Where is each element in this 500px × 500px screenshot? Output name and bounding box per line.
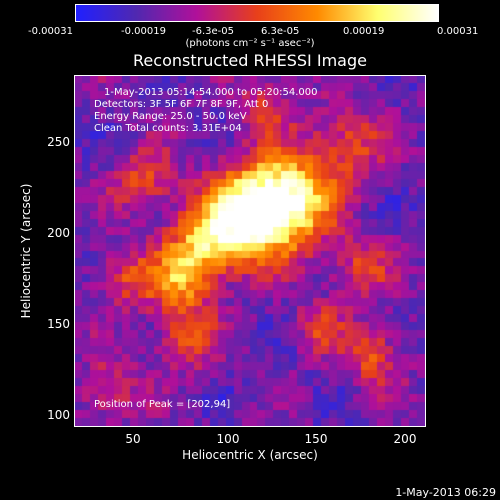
x-tick-label: 200 [393,432,417,446]
x-axis-label: Heliocentric X (arcsec) [182,448,318,462]
colorbar-tick-label: 6.3e-05 [261,26,300,37]
time-range-text: 1-May-2013 05:14:54.000 to 05:20:54.000 [104,87,318,98]
plot-area [74,75,426,427]
y-tick-label: 100 [47,408,70,422]
x-tick-label: 150 [304,432,328,446]
colorbar [75,4,439,22]
heatmap-image [75,76,425,426]
x-tick-label: 100 [216,432,240,446]
y-tick-label: 200 [47,226,70,240]
colorbar-tick-label: -0.00019 [121,26,166,37]
detectors-text: Detectors: 3F 5F 6F 7F 8F 9F, Att 0 [94,99,269,110]
x-tick-label: 50 [125,432,141,446]
y-tick-label: 250 [47,135,70,149]
colorbar-tick-label: 0.00031 [437,26,479,37]
timestamp: 1-May-2013 06:29 [395,486,496,499]
colorbar-tick-label: 0.00019 [343,26,385,37]
peak-position-text: Position of Peak = [202,94] [94,399,231,410]
chart-title: Reconstructed RHESSI Image [133,51,367,70]
colorbar-tick-label: -6.3e-05 [192,26,234,37]
colorbar-unit-label: (photons cm⁻² s⁻¹ asec⁻²) [185,38,315,49]
clean-counts-text: Clean Total counts: 3.31E+04 [94,123,242,134]
energy-range-text: Energy Range: 25.0 - 50.0 keV [94,111,247,122]
y-axis-label: Heliocentric Y (arcsec) [19,183,33,319]
y-tick-label: 150 [47,317,70,331]
colorbar-tick-label: -0.00031 [28,26,73,37]
